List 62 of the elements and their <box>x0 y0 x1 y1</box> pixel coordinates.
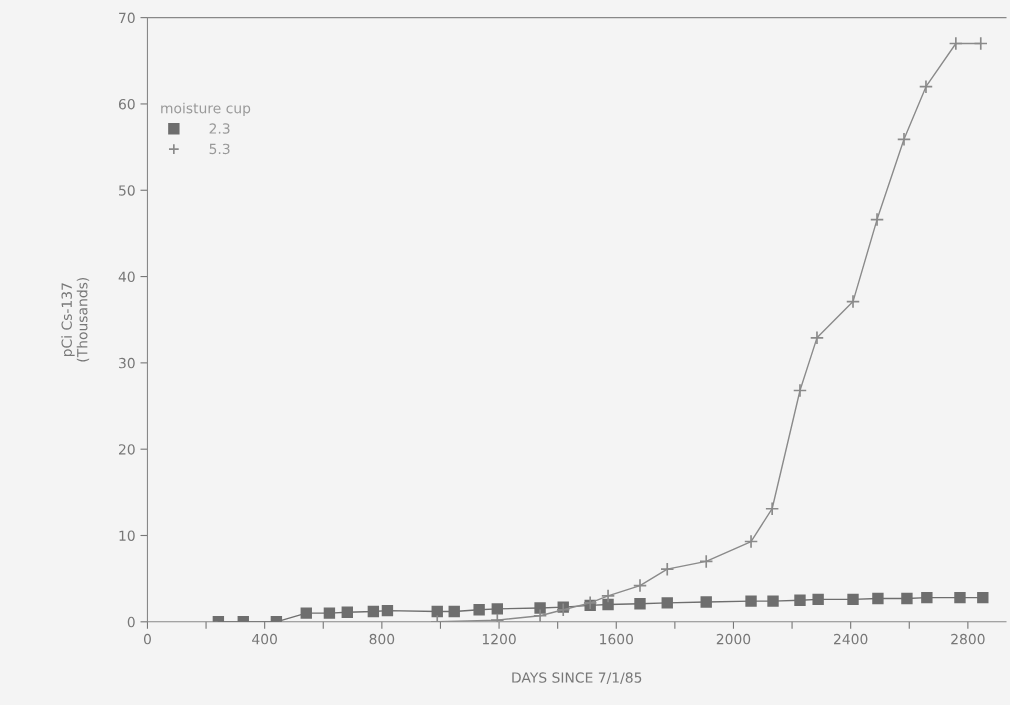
point <box>556 602 571 617</box>
point <box>948 36 963 51</box>
x-tick-label: 0 <box>143 633 151 645</box>
point <box>381 604 394 617</box>
point <box>809 330 825 345</box>
point <box>745 595 757 607</box>
point <box>323 607 336 619</box>
point <box>973 36 988 51</box>
x-tick-label: 2400 <box>834 633 868 645</box>
point <box>699 554 714 569</box>
x-tick-label: 2800 <box>951 633 985 645</box>
point <box>812 593 824 606</box>
y-tick-label: 20 <box>119 444 135 455</box>
y-tick-label: 10 <box>119 530 135 541</box>
x-tick-label: 400 <box>252 633 277 645</box>
point <box>921 591 933 604</box>
x-tick-label: 2000 <box>716 633 751 645</box>
point <box>896 132 912 147</box>
y-tick-label: 60 <box>118 98 135 110</box>
point <box>341 606 353 619</box>
point <box>583 595 598 610</box>
point <box>977 591 989 604</box>
point <box>845 294 861 309</box>
legend-label: 5.3 <box>209 143 230 155</box>
point <box>632 578 648 593</box>
point <box>300 607 312 619</box>
legend-label: 2.3 <box>209 123 230 134</box>
point <box>918 79 934 94</box>
point <box>448 605 460 618</box>
x-tick-label: 1200 <box>482 633 516 645</box>
point <box>660 562 675 577</box>
x-axis-title: DAYS SINCE 7/1/85 <box>512 672 642 684</box>
point <box>532 608 548 622</box>
point <box>954 591 966 604</box>
point <box>847 593 859 606</box>
point <box>431 605 443 618</box>
point <box>600 588 616 604</box>
point <box>367 605 380 618</box>
point <box>602 598 614 611</box>
point <box>794 594 806 606</box>
point <box>491 603 504 615</box>
legend-title: moisture cup <box>161 102 251 117</box>
y-tick-label: 70 <box>119 12 135 24</box>
point <box>765 501 780 516</box>
y-tick-label: 30 <box>119 357 135 369</box>
point <box>661 597 673 609</box>
point <box>700 596 712 608</box>
point <box>473 604 485 616</box>
point <box>743 534 759 549</box>
y-tick-label: 0 <box>127 616 135 628</box>
point <box>534 602 546 614</box>
y-tick-label: 50 <box>119 185 135 196</box>
point <box>767 595 779 607</box>
point <box>634 597 646 610</box>
x-tick-label: 1600 <box>600 633 634 645</box>
y-tick-label: 40 <box>118 271 135 283</box>
y-axis-title: pCi Cs-137 (Thousands) <box>61 277 90 362</box>
x-tick-label: 800 <box>369 633 395 645</box>
point <box>792 383 808 398</box>
point <box>869 212 885 227</box>
point <box>901 592 913 605</box>
point <box>872 592 884 605</box>
